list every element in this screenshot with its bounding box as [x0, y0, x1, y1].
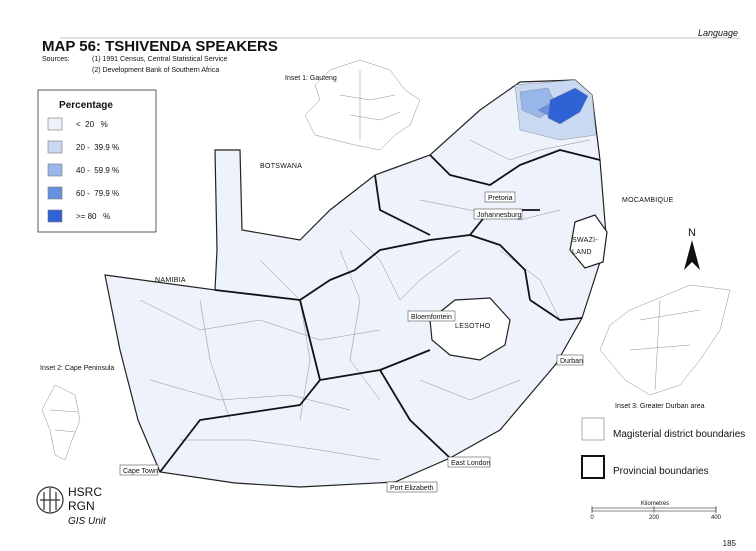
swaziland [569, 214, 608, 269]
logo-text: RGN [68, 499, 95, 513]
label-box [473, 208, 523, 220]
scale-title: Kilometres [641, 501, 669, 507]
country-label: MOCAMBIQUE [622, 197, 674, 204]
city-label: East London [451, 460, 490, 467]
legend-swatch [47, 140, 63, 154]
legend-label: < 20 % [76, 120, 108, 129]
district-swatch [581, 417, 605, 441]
boundary-label: Provincial boundaries [613, 466, 709, 477]
label-box [484, 191, 516, 203]
scale-tick-label: 400 [711, 515, 722, 521]
legend-title: Percentage [59, 100, 113, 111]
map-title: MAP 56: TSHIVENDA SPEAKERS [42, 38, 278, 55]
shaded-area [547, 87, 589, 125]
city-label: Cape Town [123, 468, 158, 475]
logo-text: GIS Unit [68, 516, 107, 527]
city-label: Port Elizabeth [390, 485, 434, 492]
scale-tick-label: 200 [649, 515, 660, 521]
north-arrow [684, 240, 700, 270]
north-label: N [688, 227, 696, 239]
source: (1) 1991 Census, Central Statistical Ser… [92, 56, 227, 63]
logo-icon [36, 486, 64, 514]
legend-swatch [47, 186, 63, 200]
legend-label: >= 80 % [76, 212, 110, 221]
south-africa [104, 79, 607, 488]
country-label: BOTSWANA [260, 163, 302, 170]
country-label: SWAZI- [572, 237, 598, 244]
scale-tick-label: 0 [590, 515, 594, 521]
inset-map [304, 59, 421, 151]
legend-swatch [47, 117, 63, 131]
inset-label: Inset 2: Cape Peninsula [40, 365, 114, 372]
legend-items: < 20 % 20 - 39.9 % 40 - 59.9 % 60 - 79.9 % >… [47, 117, 119, 223]
province-swatch [581, 455, 605, 479]
inset-map [41, 384, 81, 461]
inset-label: Inset 3: Greater Durban area [615, 403, 705, 410]
scale-bar: 0 200 400 [590, 506, 722, 521]
logo-icon [40, 488, 60, 512]
country-label: LAND [572, 249, 592, 256]
source: (2) Development Bank of Southern Africa [92, 67, 219, 74]
legend-label: 60 - 79.9 % [76, 189, 119, 198]
legend-label: 20 - 39.9 % [76, 143, 119, 152]
page-number: 185 [723, 539, 737, 548]
city-label: Pretoria [488, 195, 513, 202]
city-label: Bloemfontein [411, 314, 452, 321]
legend-label: 40 - 59.9 % [76, 166, 119, 175]
section-label: Language [698, 28, 738, 38]
logo-text: HSRC [68, 485, 102, 499]
inset-label: Inset 1: Gauteng [285, 75, 337, 82]
label-box [447, 456, 491, 468]
legend-swatch [47, 209, 63, 223]
inset-map [599, 284, 731, 396]
country-label: LESOTHO [455, 323, 491, 330]
legend-box [37, 89, 157, 233]
label-box [119, 464, 159, 476]
city-label: Johannesburg [477, 212, 521, 219]
legend-swatch [47, 163, 63, 177]
label-box [386, 481, 438, 493]
district-boundaries [139, 139, 591, 461]
country-label: NAMIBIA [155, 277, 186, 284]
label-box [556, 354, 584, 366]
label-box [407, 310, 456, 322]
city-label: Durban [560, 358, 583, 365]
boundary-label: Magisterial district boundaries [613, 429, 745, 440]
sources-label: Sources: [42, 56, 70, 63]
